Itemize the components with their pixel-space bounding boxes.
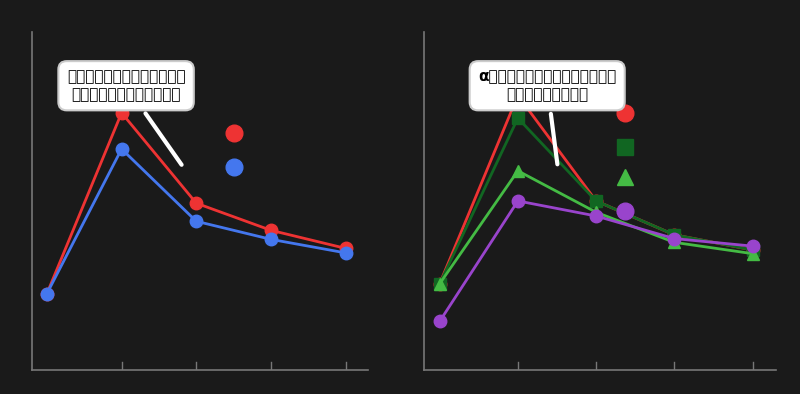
Text: 難デキにはブドウ糖摄取時の
吸収抑制効果はみられない: 難デキにはブドウ糖摄取時の 吸収抑制効果はみられない <box>66 69 186 165</box>
Text: αオリゴ糖にはブドウ糖摄取時の
吸収抑制効果はある: αオリゴ糖にはブドウ糖摄取時の 吸収抑制効果はある <box>478 69 616 164</box>
